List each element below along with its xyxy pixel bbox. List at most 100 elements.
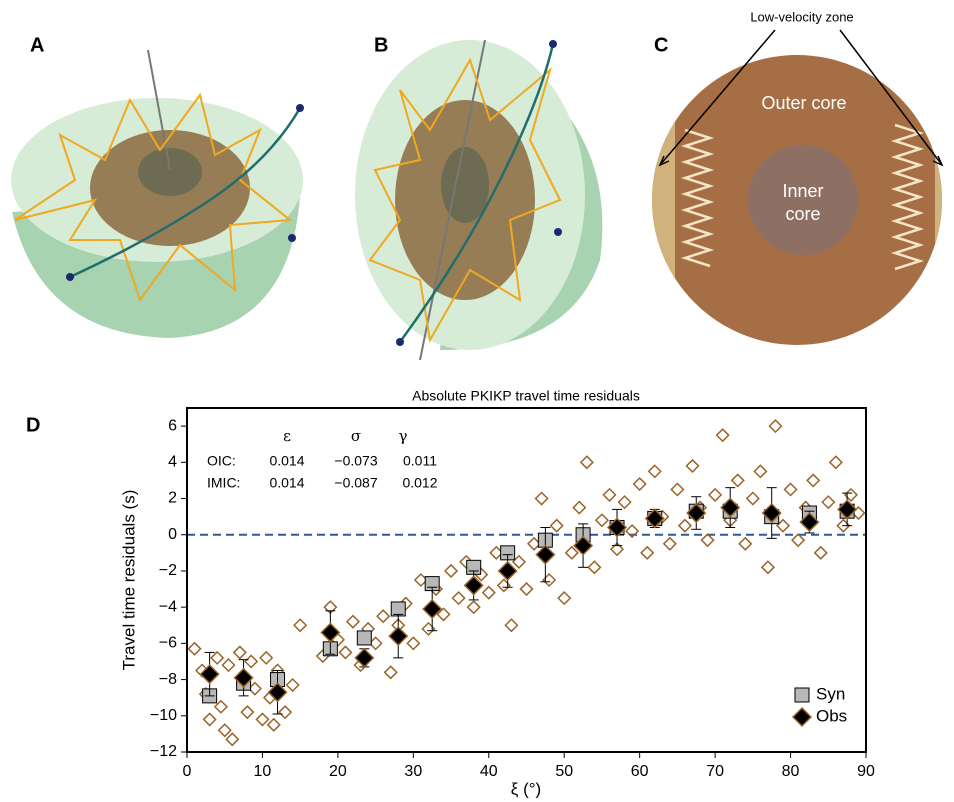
- y-tick-label: −8: [159, 671, 177, 688]
- chart-title: Absolute PKIKP travel time residuals: [412, 388, 640, 404]
- data-point: [383, 665, 398, 680]
- panel-label: C: [654, 34, 668, 56]
- table-cell: −0.087: [334, 475, 377, 491]
- data-point: [406, 636, 421, 651]
- data-point: [564, 545, 579, 560]
- data-point: [640, 545, 655, 560]
- x-tick-label: 50: [555, 763, 573, 780]
- data-point: [213, 699, 229, 714]
- data-point: [685, 458, 700, 473]
- x-tick-label: 20: [329, 763, 347, 780]
- data-point: [232, 645, 247, 660]
- data-point: [837, 499, 858, 520]
- data-point: [715, 428, 730, 443]
- legend-label: Syn: [816, 684, 845, 703]
- data-point: [376, 609, 391, 624]
- x-tick-label: 30: [404, 763, 422, 780]
- data-point: [285, 677, 300, 693]
- legend-label: Obs: [816, 706, 847, 725]
- data-point: [422, 598, 443, 620]
- data-point: [730, 473, 745, 488]
- x-tick-label: 90: [857, 763, 875, 780]
- data-point: [266, 717, 281, 732]
- data-point: [738, 536, 753, 551]
- data-point: [700, 533, 715, 548]
- table-cell: 0.012: [402, 475, 437, 491]
- data-point: [338, 645, 353, 660]
- y-tick-label: −12: [150, 743, 177, 760]
- data-point: [677, 518, 692, 533]
- y-tick-label: 6: [168, 417, 177, 434]
- table-cell: 0.014: [269, 475, 304, 491]
- data-point: [221, 658, 236, 673]
- x-tick-label: 70: [706, 763, 724, 780]
- data-point: [534, 491, 549, 506]
- data-point: [535, 544, 556, 565]
- table-cell: IMIC:: [207, 475, 240, 491]
- data-point: [609, 542, 625, 557]
- data-point: [504, 618, 519, 633]
- data-point: [233, 667, 254, 688]
- data-point: [187, 641, 202, 656]
- data-point: [557, 591, 572, 606]
- data-point: [579, 455, 594, 470]
- legend-marker: [794, 687, 810, 703]
- data-point: [617, 495, 632, 510]
- data-point: [345, 614, 361, 629]
- data-point: [240, 705, 255, 720]
- table-cell: 0.011: [403, 453, 437, 469]
- data-point: [594, 513, 610, 528]
- y-tick-label: −10: [150, 707, 177, 724]
- data-point: [320, 622, 341, 643]
- y-tick-label: 0: [168, 526, 177, 543]
- region-label: Inner: [782, 181, 823, 201]
- plot-frame: [186, 407, 867, 753]
- data-point: [686, 502, 707, 524]
- data-point: [828, 455, 843, 470]
- data-point: [199, 664, 220, 685]
- data-point: [451, 591, 466, 606]
- data-point: [760, 560, 775, 575]
- data-point: [606, 517, 628, 538]
- table-cell: 0.014: [269, 453, 304, 469]
- data-point: [390, 601, 406, 617]
- data-point: [625, 524, 640, 539]
- panel-b-illustration: [355, 39, 603, 361]
- data-point: [761, 502, 782, 524]
- annotation: Low-velocity zone: [750, 9, 853, 24]
- table-header: ε: [283, 427, 291, 445]
- data-point: [783, 482, 798, 497]
- data-point: [572, 500, 587, 515]
- data-point: [768, 419, 783, 434]
- data-point: [753, 464, 768, 479]
- data-point: [708, 487, 723, 502]
- data-point: [573, 535, 594, 556]
- data-point: [255, 712, 270, 727]
- y-tick-label: −6: [159, 635, 177, 652]
- panel-a-illustration: [11, 49, 304, 338]
- data-point: [720, 497, 741, 518]
- data-point: [662, 536, 677, 551]
- y-tick-label: −4: [159, 598, 177, 615]
- legend-marker: [791, 706, 813, 728]
- data-point: [587, 560, 602, 575]
- data-point: [791, 533, 806, 548]
- data-point: [354, 647, 375, 668]
- data-point: [647, 464, 662, 479]
- data-point: [388, 626, 409, 647]
- data-point: [549, 518, 564, 533]
- y-tick-label: 4: [168, 454, 177, 471]
- panel-label: D: [26, 414, 40, 436]
- y-tick-label: −2: [159, 562, 177, 579]
- data-point: [813, 545, 828, 560]
- data-point: [293, 618, 308, 633]
- data-point: [278, 705, 293, 720]
- data-point: [244, 654, 259, 669]
- data-point: [225, 732, 240, 747]
- region-label: core: [785, 204, 820, 224]
- data-point: [497, 560, 518, 582]
- data-point: [210, 650, 225, 665]
- table-cell: −0.073: [334, 453, 377, 469]
- data-point: [356, 630, 372, 646]
